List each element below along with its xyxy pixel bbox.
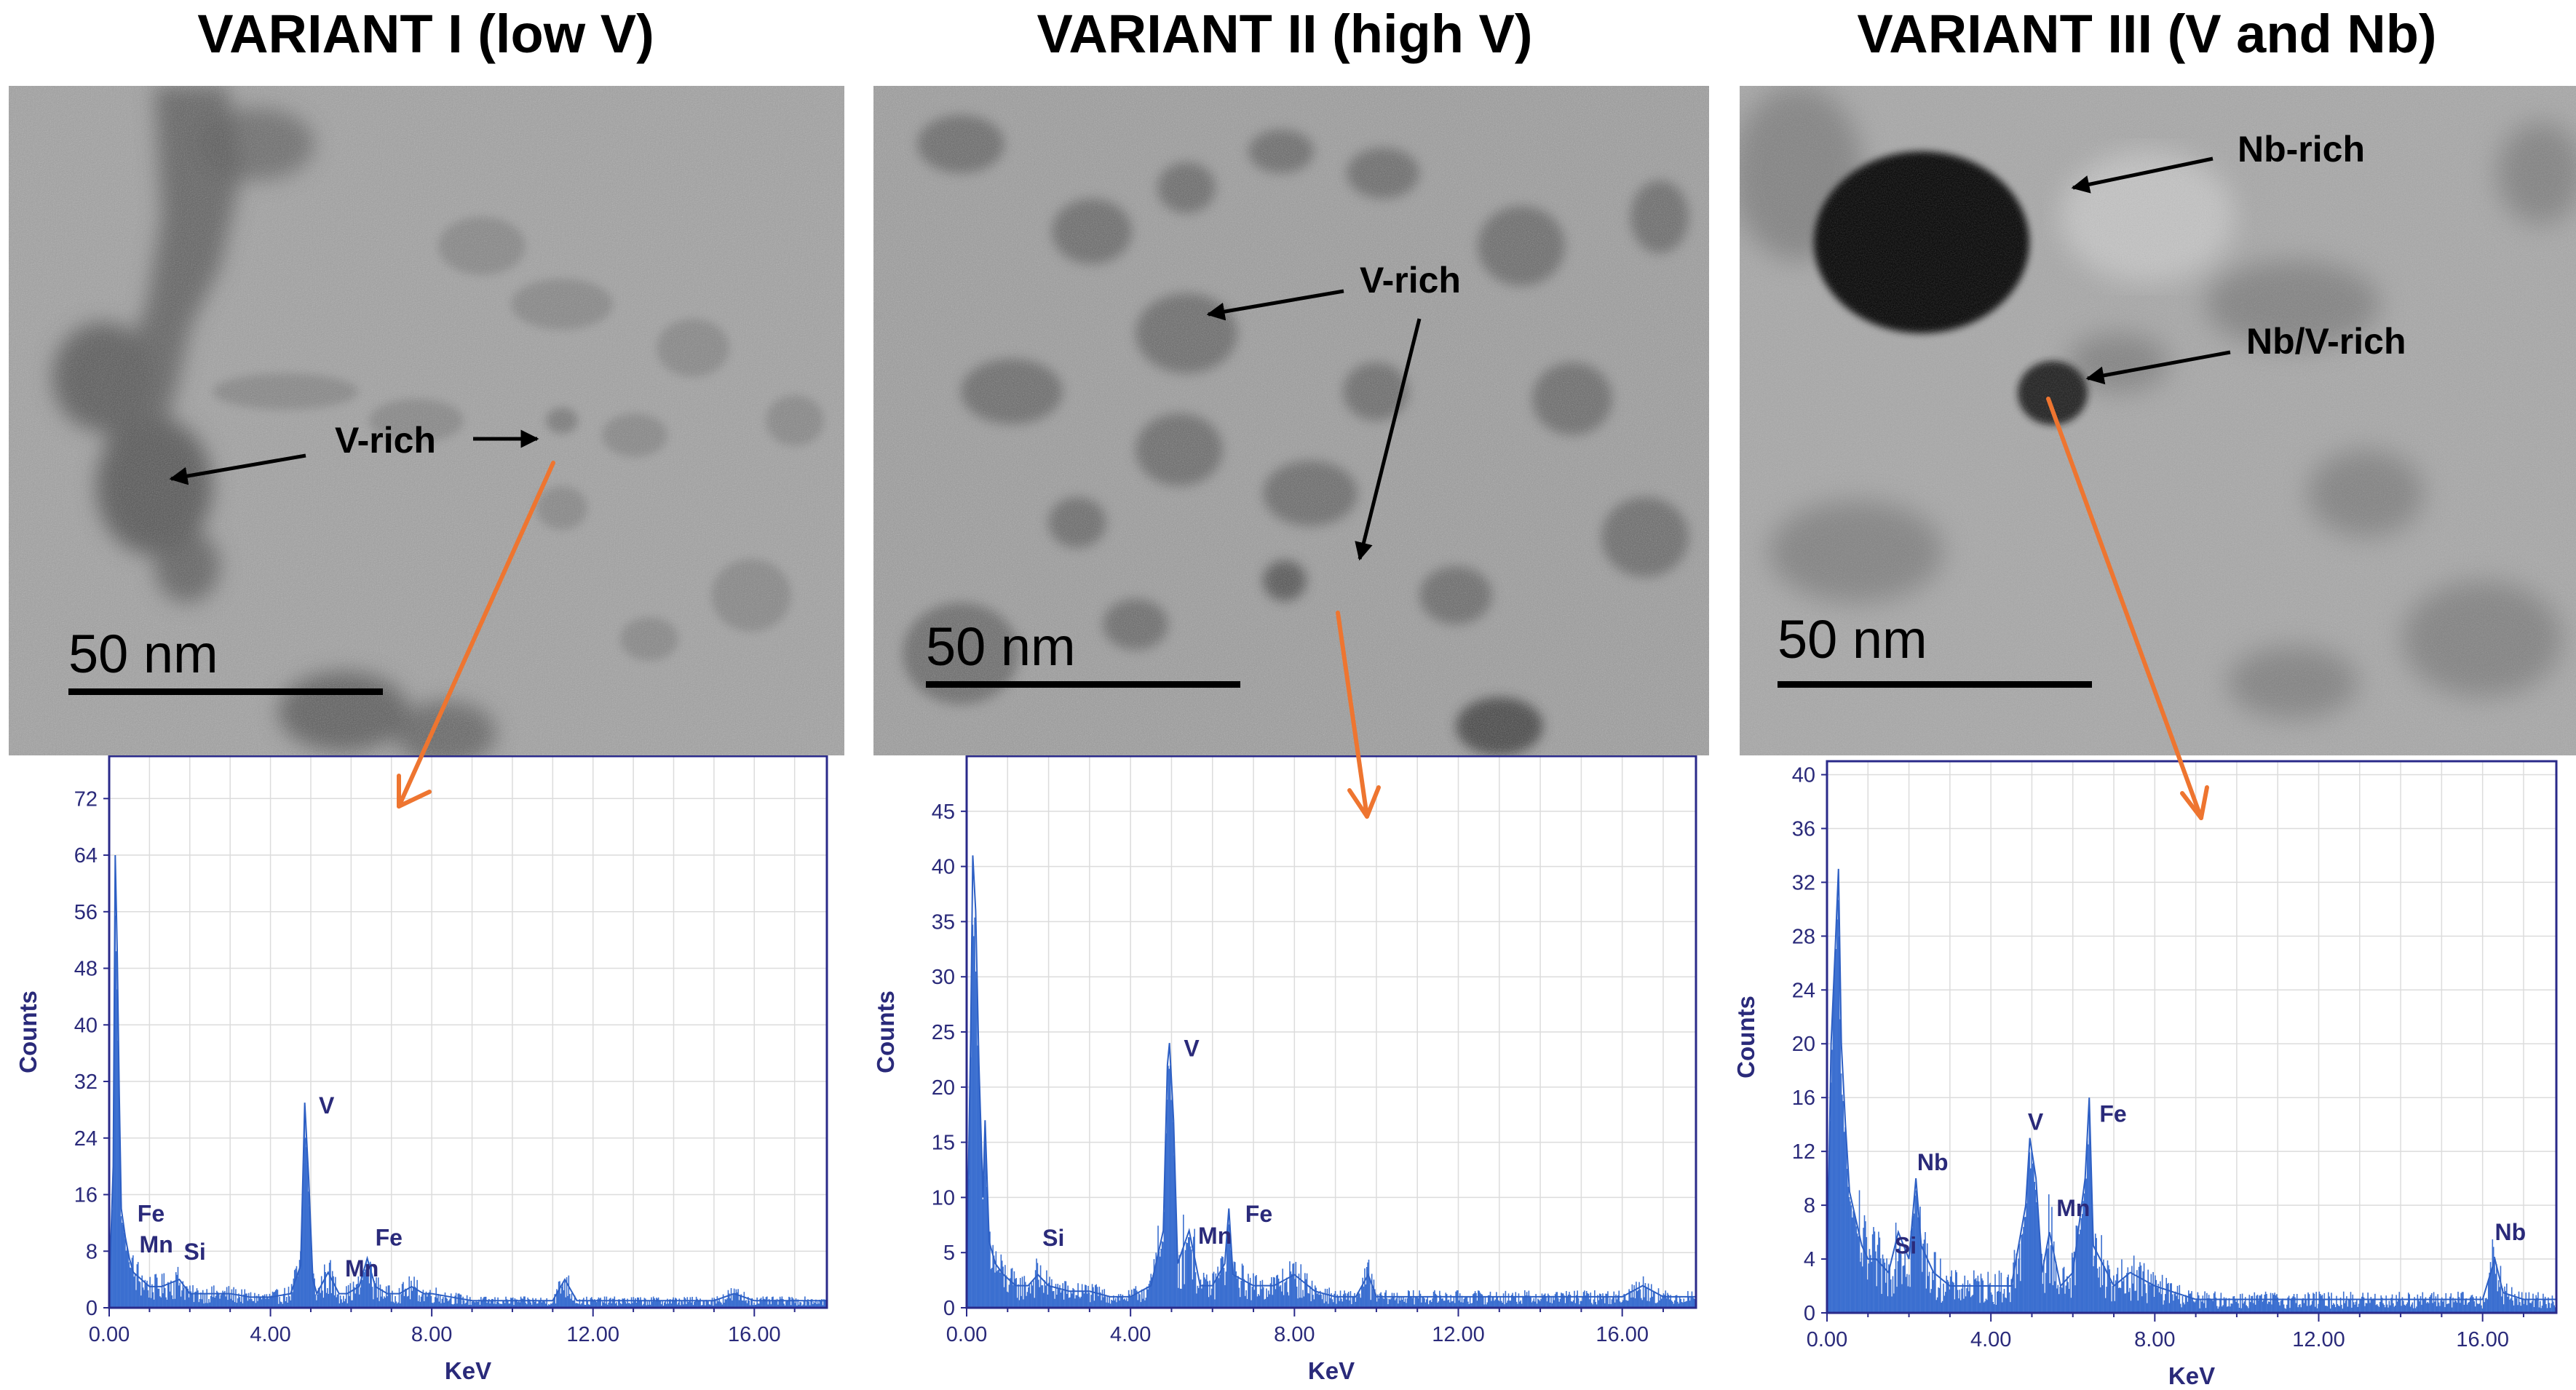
eds-spectrum-1: 0 8 16 24 32 40 48 56 64 72 0.00 4.00 8.00 12.00 16.00…	[0, 755, 852, 1389]
y-tick-label: 32	[74, 1071, 98, 1094]
y-tick-label: 0	[86, 1297, 98, 1320]
x-tick-label: 12.00	[2292, 1328, 2345, 1351]
y-tick-label: 8	[86, 1240, 98, 1263]
eds-spectrum-2: 0 5 10 15 20 25 30 35 40 45 0.00 4.00 8.00 12.00 16.00…	[860, 755, 1718, 1389]
y-tick-label: 40	[932, 856, 955, 879]
label-nb-rich: Nb-rich	[2238, 129, 2365, 170]
y-tick-label: 32	[1792, 871, 1815, 894]
y-axis-label: Counts	[872, 990, 899, 1073]
x-tick-label: 12.00	[566, 1323, 619, 1346]
tem-image-1: 50 nm V-rich	[9, 86, 844, 755]
eds-chart-3: 0 4 8 12 16 20 24 28 32 36 40 0.00 4.00 8.00 12.00 16.0…	[1732, 760, 2558, 1389]
tem-image-3: 50 nm Nb-rich Nb/V-rich	[1740, 86, 2576, 755]
x-axis-label: KeV	[1308, 1357, 1355, 1384]
spectrum-bars	[108, 916, 828, 1308]
y-tick-label: 4	[1804, 1248, 1815, 1271]
x-tick-label: 8.00	[2134, 1328, 2175, 1351]
peak-label: Fe	[376, 1224, 403, 1250]
y-tick-label: 35	[932, 910, 955, 934]
y-tick-label: 30	[932, 966, 955, 989]
peak-label: Nb	[2495, 1219, 2527, 1245]
y-tick-label: 5	[943, 1242, 955, 1265]
scale-bar-label-2: 50 nm	[926, 616, 1076, 677]
y-tick-label: 40	[1792, 763, 1815, 787]
x-tick-label: 4.00	[250, 1323, 290, 1346]
y-axis-label: Counts	[1732, 996, 1759, 1079]
y-tick-label: 28	[1792, 925, 1815, 948]
x-tick-label: 8.00	[1274, 1323, 1315, 1346]
peak-label: Fe	[1245, 1201, 1272, 1227]
y-tick-label: 24	[74, 1127, 98, 1151]
spectrum-bars	[966, 917, 1697, 1308]
x-tick-label: 12.00	[1432, 1323, 1485, 1346]
y-tick-label: 10	[932, 1186, 955, 1210]
panel-title-1: VARIANT I (low V)	[197, 4, 654, 64]
y-tick-label: 48	[74, 958, 98, 981]
y-tick-label: 20	[932, 1076, 955, 1100]
peak-label: Mn	[140, 1231, 173, 1258]
x-tick-label: 16.00	[728, 1323, 781, 1346]
y-tick-label: 36	[1792, 817, 1815, 841]
peak-label: V	[319, 1092, 335, 1119]
peak-label: Fe	[2099, 1100, 2126, 1127]
peak-label: Fe	[138, 1200, 165, 1226]
peak-label: Mn	[1198, 1223, 1232, 1249]
scale-bar-label-1: 50 nm	[68, 624, 218, 684]
y-tick-label: 45	[932, 801, 955, 824]
tem-micrograph-2	[873, 86, 1709, 755]
x-axis-label: KeV	[445, 1357, 491, 1384]
y-tick-label: 0	[1804, 1302, 1815, 1325]
spectrum-series	[108, 855, 827, 1302]
plot-frame	[108, 755, 828, 1309]
x-tick-label: 4.00	[1970, 1328, 2011, 1351]
x-tick-label: 0.00	[1807, 1328, 1847, 1351]
x-tick-label: 8.00	[411, 1323, 452, 1346]
peak-label: Si	[1042, 1225, 1064, 1251]
x-tick-label: 16.00	[2456, 1328, 2509, 1351]
panel-title-3: VARIANT III (V and Nb)	[1857, 4, 2437, 64]
peak-label: Si	[1895, 1233, 1917, 1259]
y-tick-label: 0	[943, 1297, 955, 1320]
scale-bar-label-3: 50 nm	[1778, 609, 1927, 670]
eds-chart-2: 0 5 10 15 20 25 30 35 40 45 0.00 4.00 8.00 12.00 16.00…	[872, 755, 1697, 1384]
y-tick-label: 64	[74, 844, 98, 867]
peak-label: Mn	[2056, 1195, 2090, 1221]
y-tick-label: 20	[1792, 1033, 1815, 1056]
scale-bar-3	[1778, 681, 2092, 688]
peak-label: Mn	[345, 1255, 379, 1282]
y-tick-label: 8	[1804, 1194, 1815, 1218]
eds-spectrum-3: 0 4 8 12 16 20 24 28 32 36 40 0.00 4.00 8.00 12.00 16.0…	[1727, 755, 2576, 1389]
y-tick-label: 72	[74, 787, 98, 811]
y-tick-label: 16	[1792, 1087, 1815, 1110]
x-axis-label: KeV	[2168, 1362, 2215, 1389]
y-tick-label: 56	[74, 901, 98, 924]
x-tick-label: 0.00	[89, 1323, 130, 1346]
label-nb-v-rich: Nb/V-rich	[2246, 321, 2406, 362]
peak-label: Si	[183, 1239, 205, 1265]
label-v-rich-1: V-rich	[335, 420, 436, 461]
x-tick-label: 0.00	[946, 1323, 987, 1346]
spectrum-series	[1826, 868, 2556, 1300]
spectrum-bars	[1826, 899, 2557, 1313]
scale-bar-1	[68, 688, 383, 695]
y-tick-label: 16	[74, 1184, 98, 1207]
plot-frame	[1826, 760, 2558, 1314]
scale-bar-2	[926, 681, 1240, 688]
y-tick-label: 15	[932, 1132, 955, 1155]
y-tick-label: 40	[74, 1014, 98, 1037]
y-tick-label: 25	[932, 1021, 955, 1044]
eds-chart-1: 0 8 16 24 32 40 48 56 64 72 0.00 4.00 8.00 12.00 16.00…	[15, 755, 828, 1384]
label-v-rich-2: V-rich	[1360, 260, 1461, 301]
panel-title-2: VARIANT II (high V)	[1037, 4, 1533, 64]
y-tick-label: 24	[1792, 979, 1815, 1002]
peak-label: V	[1184, 1035, 1200, 1061]
tem-image-2: 50 nm V-rich	[873, 86, 1709, 755]
peak-label: V	[2028, 1109, 2044, 1135]
spectrum-series	[966, 855, 1696, 1298]
peak-label: Nb	[1917, 1149, 1949, 1175]
x-tick-label: 16.00	[1596, 1323, 1649, 1346]
x-tick-label: 4.00	[1110, 1323, 1151, 1346]
y-tick-label: 12	[1792, 1140, 1815, 1164]
y-axis-label: Counts	[15, 990, 41, 1073]
